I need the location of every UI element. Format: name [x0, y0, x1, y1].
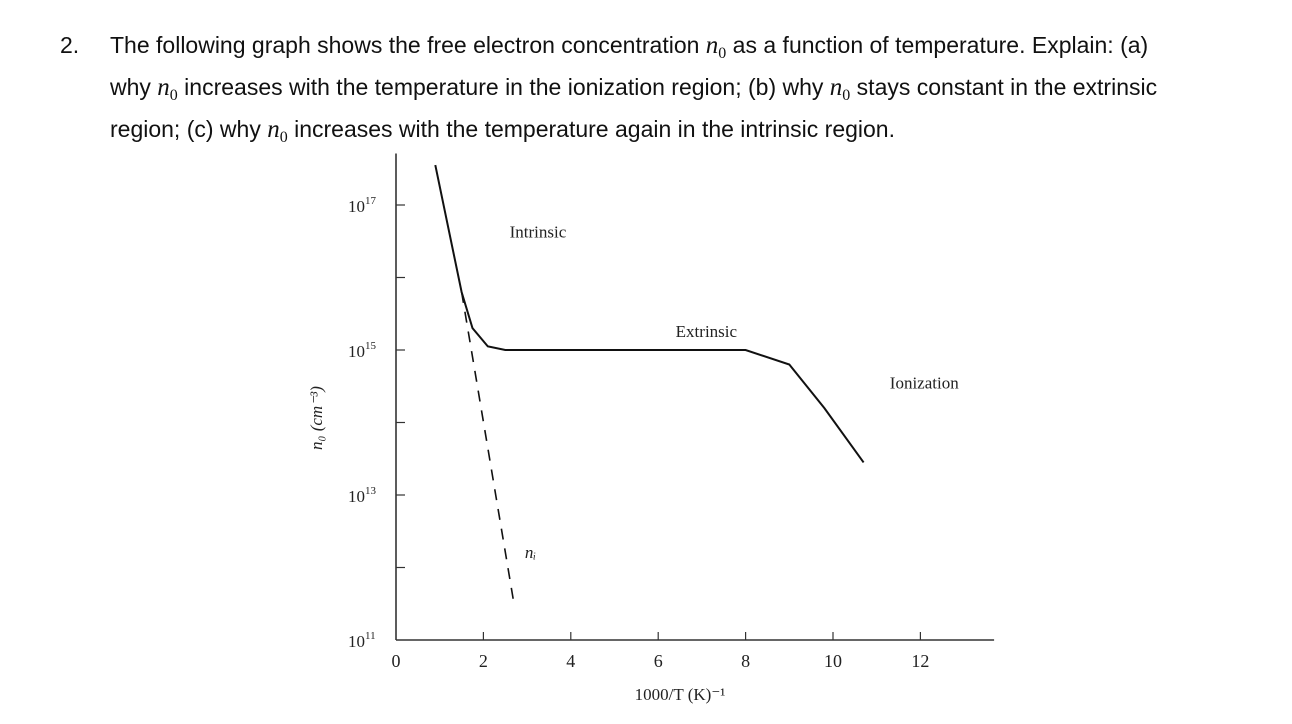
n0-subscript: 0	[718, 45, 727, 62]
y-axis-label: n₀ (cm⁻³)	[307, 386, 326, 450]
question-line-3: region; (c) why n0 increases with the te…	[110, 110, 1270, 152]
line2-pre: why	[110, 74, 158, 100]
annotation-extrinsic: Extrinsic	[676, 322, 738, 341]
x-tick-label: 0	[392, 651, 401, 671]
annotation-intrinsic: Intrinsic	[510, 223, 567, 242]
n0-symbol: n	[829, 74, 843, 101]
x-tick-label: 4	[566, 651, 575, 671]
n0-symbol: n	[157, 74, 170, 101]
line2-post: stays constant in the extrinsic	[850, 74, 1158, 100]
annotation-ionization: Ionization	[890, 373, 959, 392]
x-tick-label: 12	[911, 651, 929, 671]
n0-symbol: n	[705, 32, 719, 59]
x-tick-label: 6	[654, 651, 663, 671]
ni-dashed-series-line	[460, 291, 515, 604]
question-line-1: The following graph shows the free elect…	[110, 26, 1270, 68]
x-tick-label: 2	[479, 651, 488, 671]
y-tick-label: 1015	[348, 340, 377, 361]
n0-series-line	[434, 164, 865, 463]
question-number: 2.	[60, 32, 80, 58]
line1-pre: The following graph shows the free elect…	[110, 32, 706, 58]
n0-subscript: 0	[169, 87, 178, 104]
y-tick-label: 1011	[348, 630, 376, 651]
n0-subscript: 0	[279, 129, 288, 146]
y-tick-label: 1017	[348, 195, 377, 216]
annotation-n: nᵢ	[525, 543, 536, 562]
line3-pre: region; (c) why	[110, 116, 268, 142]
x-axis-label: 1000/T (K)⁻¹	[635, 685, 726, 704]
question-text: The following graph shows the free elect…	[110, 26, 1270, 152]
n0-subscript: 0	[842, 87, 851, 104]
x-tick-label: 10	[824, 651, 842, 671]
x-tick-label: 8	[741, 651, 750, 671]
line3-post: increases with the temperature again in …	[287, 116, 895, 142]
n0-symbol: n	[267, 116, 280, 143]
y-tick-label: 1013	[348, 485, 377, 506]
line2-mid: increases with the temperature in the io…	[177, 74, 830, 100]
line1-post: as a function of temperature. Explain: (…	[726, 32, 1149, 58]
question-line-2: why n0 increases with the temperature in…	[110, 68, 1270, 110]
